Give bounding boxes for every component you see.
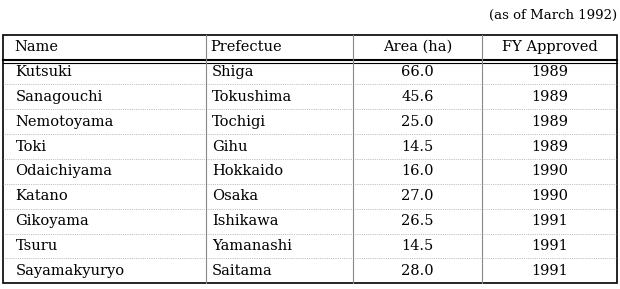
Text: 66.0: 66.0 (401, 65, 434, 79)
Text: 14.5: 14.5 (401, 239, 433, 253)
Text: 25.0: 25.0 (401, 115, 433, 129)
Text: 1989: 1989 (531, 140, 568, 153)
Text: Area (ha): Area (ha) (383, 40, 452, 54)
Text: Ishikawa: Ishikawa (212, 214, 278, 228)
Text: Shiga: Shiga (212, 65, 254, 79)
Text: 1989: 1989 (531, 115, 568, 129)
Text: Tochigi: Tochigi (212, 115, 266, 129)
Text: Saitama: Saitama (212, 264, 273, 278)
Text: 1989: 1989 (531, 90, 568, 104)
Text: 1989: 1989 (531, 65, 568, 79)
Text: 45.6: 45.6 (401, 90, 433, 104)
Text: 14.5: 14.5 (401, 140, 433, 153)
Text: 26.5: 26.5 (401, 214, 433, 228)
Text: Tsuru: Tsuru (16, 239, 58, 253)
Text: (as of March 1992): (as of March 1992) (489, 9, 617, 22)
Text: 27.0: 27.0 (401, 189, 433, 203)
Text: 1990: 1990 (531, 164, 568, 178)
Text: Nemotoyama: Nemotoyama (16, 115, 114, 129)
Bar (3, 35, 617, 283)
Text: 16.0: 16.0 (401, 164, 433, 178)
Text: Gikoyama: Gikoyama (16, 214, 89, 228)
Text: 28.0: 28.0 (401, 264, 434, 278)
Text: Osaka: Osaka (212, 189, 258, 203)
Text: Hokkaido: Hokkaido (212, 164, 283, 178)
Text: 1991: 1991 (531, 214, 568, 228)
Text: Sayamakyuryo: Sayamakyuryo (16, 264, 125, 278)
Text: Yamanashi: Yamanashi (212, 239, 292, 253)
Text: Odaichiyama: Odaichiyama (16, 164, 112, 178)
Text: 1991: 1991 (531, 264, 568, 278)
Text: Katano: Katano (16, 189, 68, 203)
Text: 1990: 1990 (531, 189, 568, 203)
Text: Gihu: Gihu (212, 140, 247, 153)
Text: Name: Name (14, 40, 58, 54)
Text: Prefectue: Prefectue (211, 40, 282, 54)
Text: Tokushima: Tokushima (212, 90, 292, 104)
Text: FY Approved: FY Approved (502, 40, 597, 54)
Text: Sanagouchi: Sanagouchi (16, 90, 103, 104)
Text: Toki: Toki (16, 140, 46, 153)
Text: Kutsuki: Kutsuki (16, 65, 72, 79)
Text: 1991: 1991 (531, 239, 568, 253)
